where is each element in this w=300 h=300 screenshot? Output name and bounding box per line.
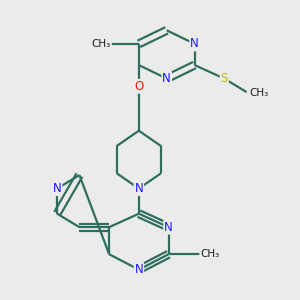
Text: N: N xyxy=(190,37,199,50)
Text: N: N xyxy=(164,221,173,234)
Text: N: N xyxy=(53,182,62,195)
Text: CH₃: CH₃ xyxy=(200,249,219,259)
Text: CH₃: CH₃ xyxy=(250,88,269,98)
Text: N: N xyxy=(162,72,171,85)
Text: O: O xyxy=(134,80,143,93)
Text: N: N xyxy=(134,263,143,276)
Text: CH₃: CH₃ xyxy=(92,39,111,49)
Text: S: S xyxy=(220,72,228,85)
Text: N: N xyxy=(134,182,143,195)
